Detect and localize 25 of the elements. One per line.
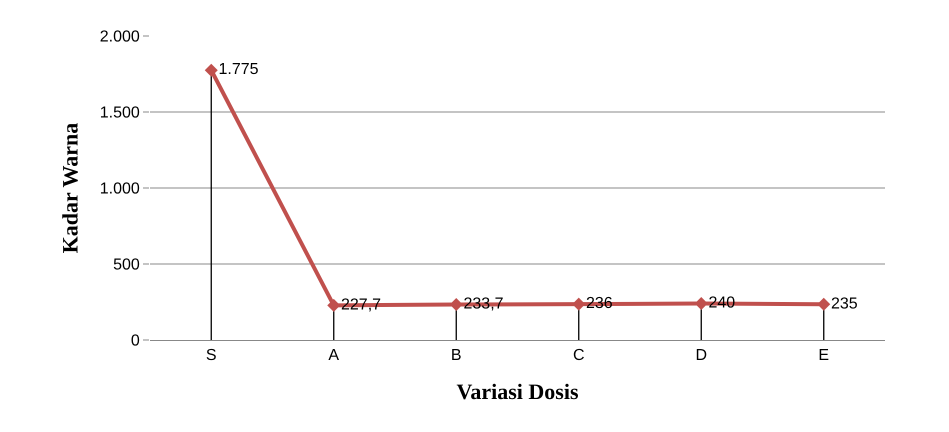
data-label: 227,7 xyxy=(341,296,382,314)
y-tick-label: 2.000 xyxy=(100,28,140,46)
y-tick-label: 0 xyxy=(130,332,140,350)
x-axis-title: Variasi Dosis xyxy=(456,379,579,404)
data-label: 233,7 xyxy=(464,295,504,312)
x-tick-label: E xyxy=(818,347,830,364)
y-tick-label: 500 xyxy=(113,256,140,274)
point xyxy=(572,298,586,311)
x-tick-label: S xyxy=(206,347,217,364)
data-label: 1.775 xyxy=(218,61,259,78)
data-label: 240 xyxy=(708,294,736,312)
y-tick-label: 1.500 xyxy=(100,104,140,122)
x-tick-label: C xyxy=(572,347,585,364)
point xyxy=(327,298,340,312)
point xyxy=(204,64,218,77)
data-label: 235 xyxy=(831,295,858,312)
point xyxy=(694,297,708,310)
y-tick-label: 1.000 xyxy=(100,180,140,198)
x-tick-label: A xyxy=(328,347,340,364)
x-tick-label: D xyxy=(695,347,708,364)
point xyxy=(817,298,830,311)
y-axis-title: Kadar Warna xyxy=(58,122,83,254)
data-label: 236 xyxy=(586,295,613,312)
x-tick-label: B xyxy=(450,347,462,364)
point xyxy=(450,298,463,311)
